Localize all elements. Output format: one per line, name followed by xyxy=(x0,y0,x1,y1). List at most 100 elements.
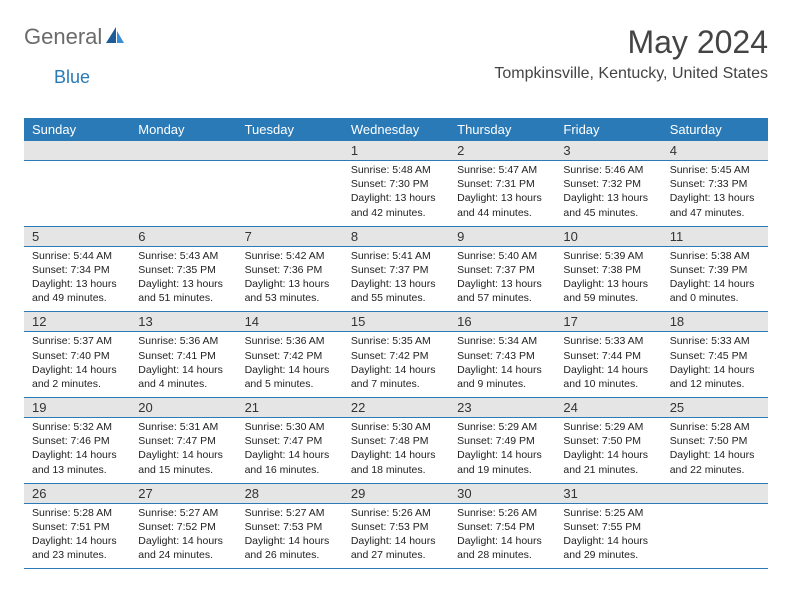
day-number xyxy=(662,484,768,488)
day-data: Sunrise: 5:30 AMSunset: 7:48 PMDaylight:… xyxy=(343,418,449,483)
day-number: 24 xyxy=(555,398,661,417)
day-data-cell: Sunrise: 5:40 AMSunset: 7:37 PMDaylight:… xyxy=(449,246,555,312)
day-data-row: Sunrise: 5:37 AMSunset: 7:40 PMDaylight:… xyxy=(24,332,768,398)
day-number: 5 xyxy=(24,227,130,246)
day-data-cell: Sunrise: 5:28 AMSunset: 7:51 PMDaylight:… xyxy=(24,503,130,569)
day-data-cell xyxy=(130,161,236,227)
day-number: 27 xyxy=(130,484,236,503)
day-data: Sunrise: 5:33 AMSunset: 7:45 PMDaylight:… xyxy=(662,332,768,397)
logo: General xyxy=(24,24,128,50)
day-number-cell: 18 xyxy=(662,312,768,332)
day-data: Sunrise: 5:31 AMSunset: 7:47 PMDaylight:… xyxy=(130,418,236,483)
day-data: Sunrise: 5:30 AMSunset: 7:47 PMDaylight:… xyxy=(237,418,343,483)
day-data-cell: Sunrise: 5:28 AMSunset: 7:50 PMDaylight:… xyxy=(662,418,768,484)
day-data: Sunrise: 5:38 AMSunset: 7:39 PMDaylight:… xyxy=(662,247,768,312)
day-number-cell: 8 xyxy=(343,226,449,246)
day-data-cell: Sunrise: 5:45 AMSunset: 7:33 PMDaylight:… xyxy=(662,161,768,227)
day-data: Sunrise: 5:44 AMSunset: 7:34 PMDaylight:… xyxy=(24,247,130,312)
day-number-cell: 31 xyxy=(555,483,661,503)
day-number-cell: 10 xyxy=(555,226,661,246)
day-number-row: 19202122232425 xyxy=(24,398,768,418)
day-number-cell: 5 xyxy=(24,226,130,246)
day-number-cell xyxy=(24,141,130,161)
day-data: Sunrise: 5:45 AMSunset: 7:33 PMDaylight:… xyxy=(662,161,768,226)
day-data-cell: Sunrise: 5:39 AMSunset: 7:38 PMDaylight:… xyxy=(555,246,661,312)
day-number-cell: 4 xyxy=(662,141,768,161)
day-data: Sunrise: 5:46 AMSunset: 7:32 PMDaylight:… xyxy=(555,161,661,226)
day-data-cell: Sunrise: 5:33 AMSunset: 7:44 PMDaylight:… xyxy=(555,332,661,398)
day-number: 3 xyxy=(555,141,661,160)
day-data-cell: Sunrise: 5:41 AMSunset: 7:37 PMDaylight:… xyxy=(343,246,449,312)
day-data-row: Sunrise: 5:44 AMSunset: 7:34 PMDaylight:… xyxy=(24,246,768,312)
day-data: Sunrise: 5:29 AMSunset: 7:50 PMDaylight:… xyxy=(555,418,661,483)
day-data-cell: Sunrise: 5:48 AMSunset: 7:30 PMDaylight:… xyxy=(343,161,449,227)
day-number-cell: 21 xyxy=(237,398,343,418)
day-number-cell: 30 xyxy=(449,483,555,503)
logo-text-blue: Blue xyxy=(54,67,90,87)
day-data-cell: Sunrise: 5:29 AMSunset: 7:49 PMDaylight:… xyxy=(449,418,555,484)
day-data xyxy=(130,161,236,217)
day-data-cell: Sunrise: 5:25 AMSunset: 7:55 PMDaylight:… xyxy=(555,503,661,569)
weekday-header: Monday xyxy=(130,118,236,141)
day-number: 28 xyxy=(237,484,343,503)
weekday-header: Thursday xyxy=(449,118,555,141)
day-number: 1 xyxy=(343,141,449,160)
day-number-cell: 2 xyxy=(449,141,555,161)
day-data-cell: Sunrise: 5:37 AMSunset: 7:40 PMDaylight:… xyxy=(24,332,130,398)
day-number-cell xyxy=(237,141,343,161)
day-data: Sunrise: 5:37 AMSunset: 7:40 PMDaylight:… xyxy=(24,332,130,397)
day-number-cell: 17 xyxy=(555,312,661,332)
day-number: 31 xyxy=(555,484,661,503)
weekday-header: Saturday xyxy=(662,118,768,141)
day-number: 16 xyxy=(449,312,555,331)
day-number xyxy=(24,141,130,145)
day-number-cell: 1 xyxy=(343,141,449,161)
day-data: Sunrise: 5:35 AMSunset: 7:42 PMDaylight:… xyxy=(343,332,449,397)
day-number-cell: 15 xyxy=(343,312,449,332)
day-data: Sunrise: 5:34 AMSunset: 7:43 PMDaylight:… xyxy=(449,332,555,397)
day-number: 10 xyxy=(555,227,661,246)
day-data-cell: Sunrise: 5:30 AMSunset: 7:47 PMDaylight:… xyxy=(237,418,343,484)
day-data-cell: Sunrise: 5:32 AMSunset: 7:46 PMDaylight:… xyxy=(24,418,130,484)
day-number-row: 262728293031 xyxy=(24,483,768,503)
day-data-cell: Sunrise: 5:36 AMSunset: 7:42 PMDaylight:… xyxy=(237,332,343,398)
day-number-cell: 24 xyxy=(555,398,661,418)
day-number-cell: 13 xyxy=(130,312,236,332)
day-data: Sunrise: 5:32 AMSunset: 7:46 PMDaylight:… xyxy=(24,418,130,483)
day-number-cell: 6 xyxy=(130,226,236,246)
day-number: 29 xyxy=(343,484,449,503)
day-data xyxy=(662,504,768,560)
day-number-cell: 23 xyxy=(449,398,555,418)
day-number: 26 xyxy=(24,484,130,503)
day-number: 4 xyxy=(662,141,768,160)
day-number-cell xyxy=(662,483,768,503)
day-number-cell: 22 xyxy=(343,398,449,418)
day-number: 11 xyxy=(662,227,768,246)
day-data-cell: Sunrise: 5:27 AMSunset: 7:52 PMDaylight:… xyxy=(130,503,236,569)
day-data-cell: Sunrise: 5:42 AMSunset: 7:36 PMDaylight:… xyxy=(237,246,343,312)
day-number-row: 12131415161718 xyxy=(24,312,768,332)
day-data: Sunrise: 5:28 AMSunset: 7:50 PMDaylight:… xyxy=(662,418,768,483)
day-number-cell: 3 xyxy=(555,141,661,161)
day-data: Sunrise: 5:36 AMSunset: 7:41 PMDaylight:… xyxy=(130,332,236,397)
day-number: 13 xyxy=(130,312,236,331)
day-data-row: Sunrise: 5:48 AMSunset: 7:30 PMDaylight:… xyxy=(24,161,768,227)
day-data: Sunrise: 5:42 AMSunset: 7:36 PMDaylight:… xyxy=(237,247,343,312)
day-data: Sunrise: 5:39 AMSunset: 7:38 PMDaylight:… xyxy=(555,247,661,312)
logo-text-general: General xyxy=(24,24,102,50)
day-data-cell: Sunrise: 5:27 AMSunset: 7:53 PMDaylight:… xyxy=(237,503,343,569)
day-number-cell: 9 xyxy=(449,226,555,246)
day-data: Sunrise: 5:26 AMSunset: 7:54 PMDaylight:… xyxy=(449,504,555,569)
day-data: Sunrise: 5:48 AMSunset: 7:30 PMDaylight:… xyxy=(343,161,449,226)
day-number: 30 xyxy=(449,484,555,503)
day-number: 18 xyxy=(662,312,768,331)
day-data-cell: Sunrise: 5:47 AMSunset: 7:31 PMDaylight:… xyxy=(449,161,555,227)
day-number: 22 xyxy=(343,398,449,417)
day-data: Sunrise: 5:47 AMSunset: 7:31 PMDaylight:… xyxy=(449,161,555,226)
day-number: 12 xyxy=(24,312,130,331)
day-data: Sunrise: 5:27 AMSunset: 7:53 PMDaylight:… xyxy=(237,504,343,569)
day-number-cell: 20 xyxy=(130,398,236,418)
month-title: May 2024 xyxy=(494,24,768,61)
weekday-header: Friday xyxy=(555,118,661,141)
day-number: 23 xyxy=(449,398,555,417)
